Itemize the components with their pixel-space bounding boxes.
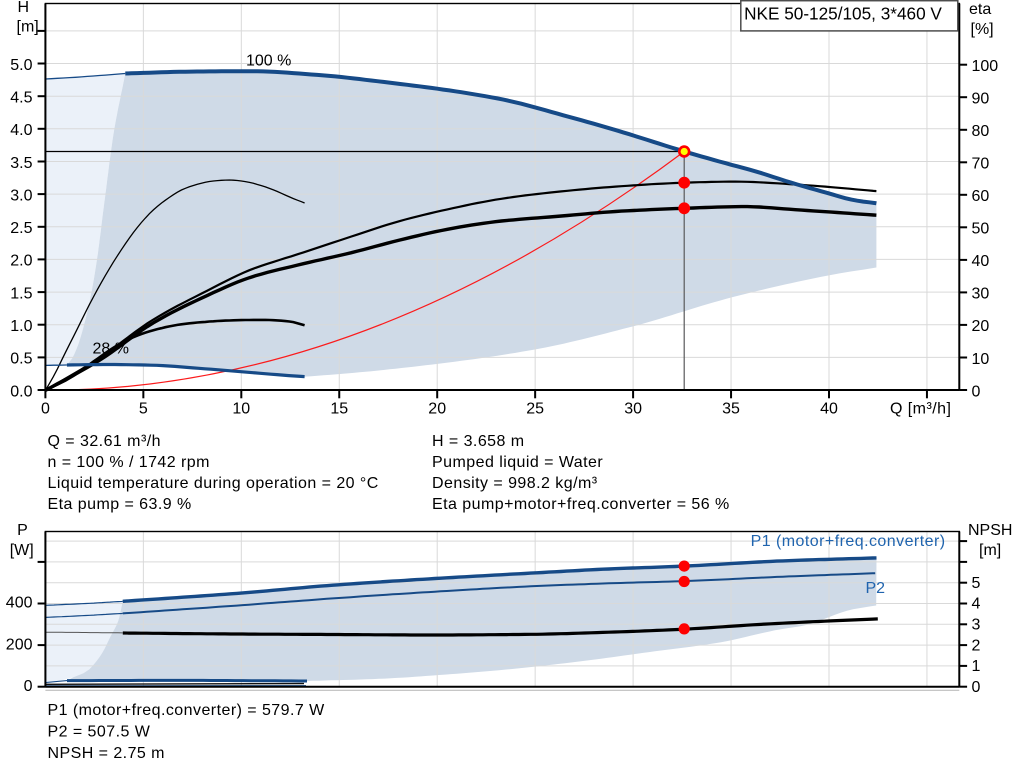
svg-text:90: 90: [972, 91, 990, 108]
svg-text:25: 25: [526, 401, 544, 418]
svg-text:Eta pump = 63.9 %: Eta pump = 63.9 %: [48, 496, 192, 513]
svg-text:3.0: 3.0: [10, 187, 32, 204]
svg-text:0: 0: [972, 679, 981, 696]
svg-text:P1 (motor+freq.converter) = 57: P1 (motor+freq.converter) = 579.7 W: [48, 702, 326, 719]
svg-text:30: 30: [624, 401, 642, 418]
svg-text:4.0: 4.0: [10, 122, 32, 139]
svg-text:4: 4: [972, 596, 981, 613]
svg-text:30: 30: [972, 286, 990, 303]
svg-text:P2 = 507.5 W: P2 = 507.5 W: [48, 724, 151, 741]
svg-text:0: 0: [972, 383, 981, 400]
svg-text:Liquid temperature during oper: Liquid temperature during operation = 20…: [48, 475, 379, 492]
svg-text:n = 100 % / 1742 rpm: n = 100 % / 1742 rpm: [48, 454, 210, 471]
svg-text:Q = 32.61 m³/h: Q = 32.61 m³/h: [48, 433, 161, 450]
svg-text:5: 5: [972, 575, 981, 592]
svg-text:10: 10: [972, 351, 990, 368]
svg-text:Q [m³/h]: Q [m³/h]: [890, 401, 951, 418]
svg-text:1.0: 1.0: [10, 318, 32, 335]
svg-text:[m]: [m]: [17, 19, 39, 36]
svg-text:P2: P2: [866, 580, 886, 597]
svg-text:NPSH: NPSH: [968, 522, 1012, 539]
svg-text:35: 35: [722, 401, 740, 418]
svg-text:[%]: [%]: [971, 21, 994, 38]
svg-text:4.5: 4.5: [10, 89, 32, 106]
svg-text:0.5: 0.5: [10, 351, 32, 368]
svg-text:200: 200: [6, 636, 33, 653]
svg-text:100: 100: [972, 58, 999, 75]
svg-text:P: P: [17, 522, 28, 539]
svg-text:NPSH = 2.75 m: NPSH = 2.75 m: [48, 745, 165, 762]
svg-text:50: 50: [972, 221, 990, 238]
svg-text:Density = 998.2 kg/m³: Density = 998.2 kg/m³: [432, 475, 598, 492]
svg-text:1: 1: [972, 658, 981, 675]
svg-text:2: 2: [972, 637, 981, 654]
svg-text:[W]: [W]: [10, 542, 34, 559]
svg-text:5: 5: [139, 401, 148, 418]
svg-text:40: 40: [820, 401, 838, 418]
svg-text:60: 60: [972, 188, 990, 205]
svg-text:20: 20: [428, 401, 446, 418]
svg-text:3: 3: [972, 617, 981, 634]
svg-text:P1 (motor+freq.converter): P1 (motor+freq.converter): [751, 533, 946, 550]
svg-text:15: 15: [330, 401, 348, 418]
svg-text:40: 40: [972, 253, 990, 270]
svg-text:[m]: [m]: [979, 542, 1001, 559]
svg-text:100 %: 100 %: [246, 52, 291, 69]
svg-text:1.5: 1.5: [10, 285, 32, 302]
svg-text:H = 3.658 m: H = 3.658 m: [432, 433, 525, 450]
svg-text:0.0: 0.0: [10, 383, 32, 400]
svg-text:3.5: 3.5: [10, 155, 32, 172]
svg-text:0: 0: [24, 678, 33, 695]
svg-text:2.5: 2.5: [10, 220, 32, 237]
svg-text:5.0: 5.0: [10, 57, 32, 74]
svg-text:0: 0: [41, 401, 50, 418]
svg-text:Pumped liquid = Water: Pumped liquid = Water: [432, 454, 603, 471]
svg-text:70: 70: [972, 156, 990, 173]
svg-text:H: H: [18, 0, 30, 16]
svg-text:20: 20: [972, 318, 990, 335]
svg-text:80: 80: [972, 123, 990, 140]
svg-text:2.0: 2.0: [10, 253, 32, 270]
svg-text:Eta pump+motor+freq.converter: Eta pump+motor+freq.converter = 56 %: [432, 496, 730, 513]
svg-text:NKE 50-125/105, 3*460 V: NKE 50-125/105, 3*460 V: [744, 3, 942, 23]
svg-text:eta: eta: [969, 1, 991, 18]
svg-text:400: 400: [6, 595, 33, 612]
svg-text:10: 10: [232, 401, 250, 418]
